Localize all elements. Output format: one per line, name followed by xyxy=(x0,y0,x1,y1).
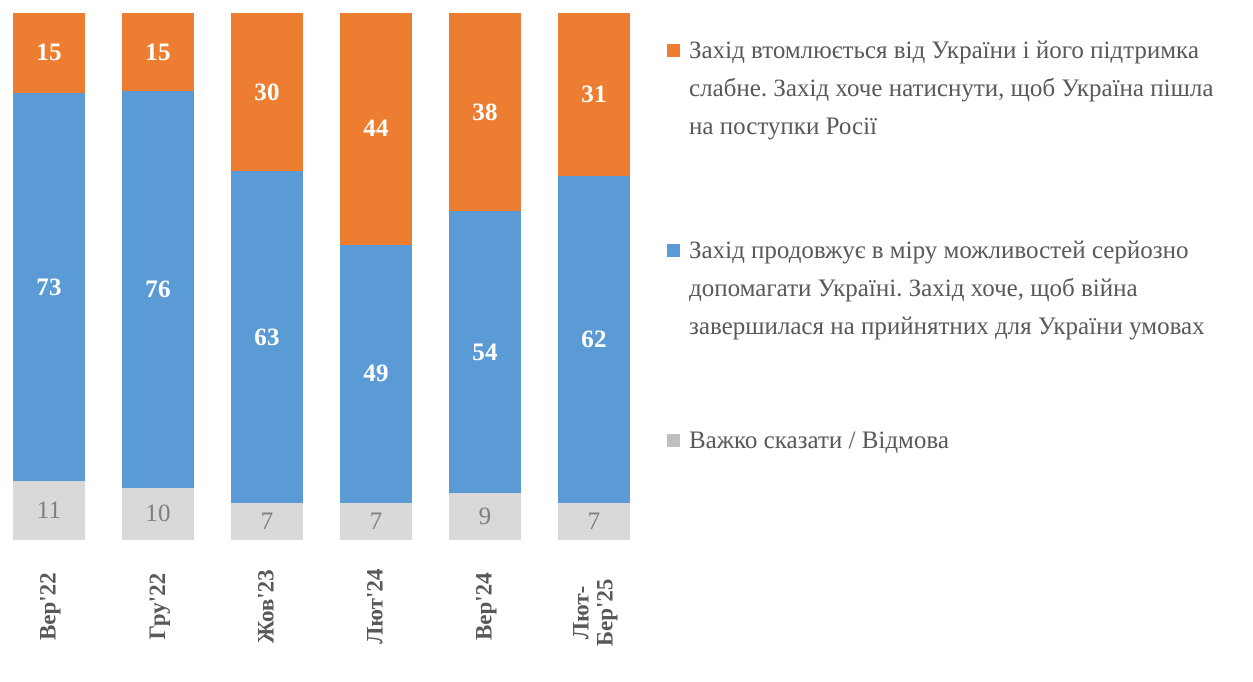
category-label: Жов'23 xyxy=(231,548,303,678)
category-label: Гру'22 xyxy=(122,548,194,678)
legend-swatch-icon xyxy=(667,434,680,447)
segment-hard-to-say[interactable]: 9 xyxy=(449,493,521,540)
category-label: Лют- Бер'25 xyxy=(558,548,630,678)
segment-west-tired[interactable]: 38 xyxy=(449,13,521,212)
category-label-text: Вер'24 xyxy=(471,572,497,641)
segment-value-label: 76 xyxy=(145,276,171,304)
segment-hard-to-say[interactable]: 7 xyxy=(340,503,412,540)
category-label: Вер'24 xyxy=(449,548,521,678)
segment-value-label: 62 xyxy=(581,326,607,354)
segment-west-helps[interactable]: 76 xyxy=(122,91,194,488)
segment-west-tired[interactable]: 15 xyxy=(122,13,194,92)
segment-west-helps[interactable]: 49 xyxy=(340,244,412,504)
segment-value-label: 38 xyxy=(472,98,498,126)
category-label: Лют'24 xyxy=(340,548,412,678)
segment-west-tired[interactable]: 15 xyxy=(13,13,85,93)
legend-entry-west-tired[interactable]: Захід втомлюється від України і його під… xyxy=(660,32,1229,146)
category-label-text: Гру'22 xyxy=(144,572,170,640)
legend-label: Важко сказати / Відмова xyxy=(689,427,949,454)
segment-value-label: 49 xyxy=(363,360,389,388)
bar-stack: 38 54 9 xyxy=(449,13,521,540)
segment-west-tired[interactable]: 44 xyxy=(340,13,412,245)
chart-plot-area: 15 73 11 Вер'22 15 76 10 Гру'22 30 63 7 Жов'23 44 49 7… xyxy=(13,0,630,682)
bar-group[interactable]: 15 76 10 Гру'22 xyxy=(122,0,194,682)
category-label-text: Жов'23 xyxy=(253,569,279,644)
segment-west-tired[interactable]: 31 xyxy=(558,13,630,177)
segment-hard-to-say[interactable]: 7 xyxy=(558,503,630,540)
segment-value-label: 7 xyxy=(369,508,383,536)
segment-value-label: 44 xyxy=(363,115,389,143)
segment-west-helps[interactable]: 63 xyxy=(231,171,303,504)
segment-west-helps[interactable]: 62 xyxy=(558,176,630,504)
segment-west-helps[interactable]: 54 xyxy=(449,211,521,494)
segment-value-label: 30 xyxy=(254,78,280,106)
legend-entry-hard-to-say[interactable]: Важко сказати / Відмова xyxy=(660,422,949,460)
category-label-text: Лют'24 xyxy=(362,568,388,644)
segment-value-label: 7 xyxy=(587,508,601,536)
chart-legend: Захід втомлюється від України і його під… xyxy=(660,0,1253,682)
segment-value-label: 15 xyxy=(145,38,171,66)
category-label-text: Лют- Бер'25 xyxy=(568,578,618,647)
segment-hard-to-say[interactable]: 10 xyxy=(122,487,194,540)
category-label-text: Вер'22 xyxy=(35,572,61,641)
segment-value-label: 31 xyxy=(581,81,607,109)
segment-west-tired[interactable]: 30 xyxy=(231,13,303,172)
bar-group[interactable]: 44 49 7 Лют'24 xyxy=(340,0,412,682)
segment-value-label: 9 xyxy=(478,502,492,530)
legend-label: Захід втомлюється від України і його під… xyxy=(689,37,1214,140)
segment-west-helps[interactable]: 73 xyxy=(13,92,85,482)
bar-stack: 44 49 7 xyxy=(340,13,412,540)
segment-hard-to-say[interactable]: 11 xyxy=(13,481,85,540)
bar-stack: 15 76 10 xyxy=(122,13,194,540)
bar-stack: 30 63 7 xyxy=(231,13,303,540)
segment-value-label: 63 xyxy=(254,323,280,351)
bar-group[interactable]: 38 54 9 Вер'24 xyxy=(449,0,521,682)
segment-value-label: 73 xyxy=(36,273,62,301)
legend-label: Захід продовжує в міру можливостей серйо… xyxy=(689,237,1205,340)
segment-hard-to-say[interactable]: 7 xyxy=(231,503,303,540)
segment-value-label: 15 xyxy=(36,39,62,67)
legend-entry-west-helps[interactable]: Захід продовжує в міру можливостей серйо… xyxy=(660,232,1229,346)
segment-value-label: 10 xyxy=(145,500,171,528)
bar-group[interactable]: 30 63 7 Жов'23 xyxy=(231,0,303,682)
legend-swatch-icon xyxy=(667,44,680,57)
bar-stack: 31 62 7 xyxy=(558,13,630,540)
bar-stack: 15 73 11 xyxy=(13,13,85,540)
segment-value-label: 54 xyxy=(472,338,498,366)
category-label: Вер'22 xyxy=(13,548,85,678)
legend-swatch-icon xyxy=(667,244,680,257)
segment-value-label: 7 xyxy=(260,508,274,536)
bar-group[interactable]: 31 62 7 Лют- Бер'25 xyxy=(558,0,630,682)
bar-group[interactable]: 15 73 11 Вер'22 xyxy=(13,0,85,682)
segment-value-label: 11 xyxy=(36,497,62,525)
